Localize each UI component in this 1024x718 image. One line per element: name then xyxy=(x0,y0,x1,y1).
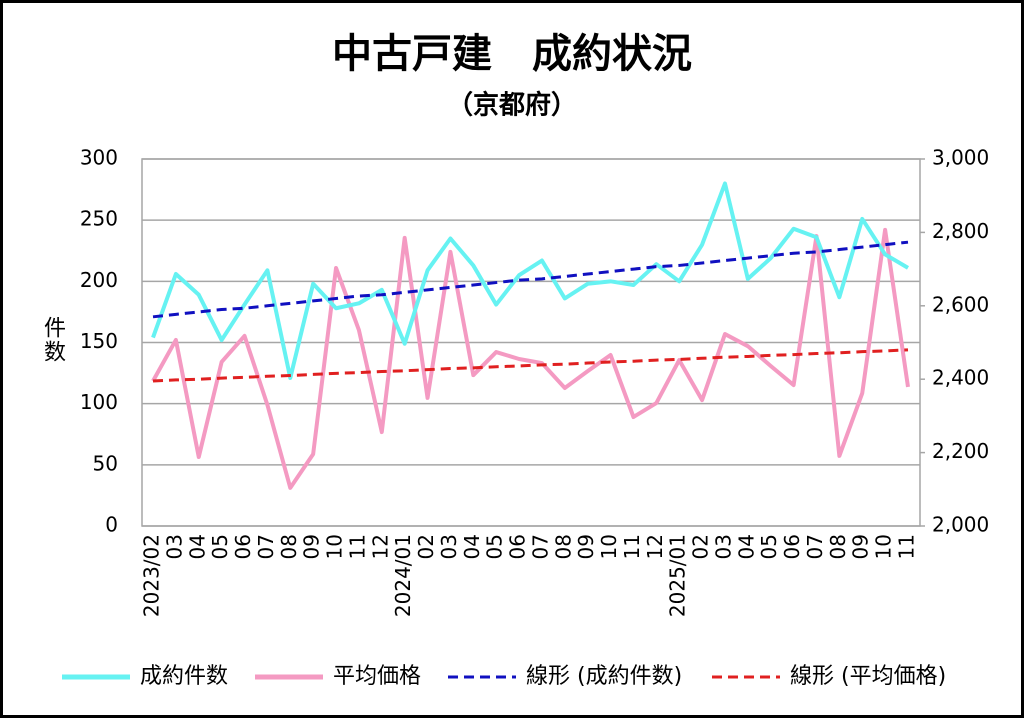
legend-label: 線形 (平均価格) xyxy=(790,664,946,689)
x-tick-label: 05 xyxy=(208,534,232,559)
x-tick-label: 10 xyxy=(872,534,896,559)
x-tick-label: 09 xyxy=(300,534,324,559)
x-tick-label: 07 xyxy=(254,534,278,559)
x-tick-label: 09 xyxy=(574,534,598,559)
x-tick-label: 06 xyxy=(506,534,530,559)
legend-label: 平均価格 xyxy=(333,664,421,689)
plot-border xyxy=(141,158,921,527)
y-tick-label: 150 xyxy=(80,329,118,353)
x-tick-label: 05 xyxy=(483,534,507,559)
x-tick-label: 03 xyxy=(162,534,186,559)
x-tick-label: 02 xyxy=(414,534,438,559)
x-tick-label: 08 xyxy=(277,534,301,559)
trend-line xyxy=(152,348,909,383)
x-tick-label: 2023/02 xyxy=(140,534,164,617)
x-tick-label: 08 xyxy=(826,534,850,559)
x-tick-label: 03 xyxy=(711,534,735,559)
legend-label: 線形 (成約件数) xyxy=(526,664,682,689)
x-tick-label: 11 xyxy=(895,534,919,559)
trend-line xyxy=(152,240,909,319)
x-tick-label: 11 xyxy=(345,534,369,559)
x-tick-label: 03 xyxy=(437,534,461,559)
y2-tick-label: 2,800 xyxy=(932,219,989,243)
x-tick-label: 2024/01 xyxy=(391,534,415,617)
y-tick-label: 50 xyxy=(93,451,118,475)
x-tick-label: 05 xyxy=(757,534,781,559)
series-line xyxy=(151,181,910,380)
y2-tick-label: 3,000 xyxy=(932,146,989,170)
x-tick-label: 12 xyxy=(643,534,667,559)
x-tick-label: 07 xyxy=(528,534,552,559)
y-axis-label: 件数 xyxy=(40,316,66,364)
y2-tick-label: 2,400 xyxy=(932,366,989,390)
chart-subtitle: （京都府） xyxy=(447,90,577,121)
x-tick-label: 06 xyxy=(780,534,804,559)
x-tick-label: 07 xyxy=(803,534,827,559)
x-tick-label: 02 xyxy=(689,534,713,559)
x-tick-label: 04 xyxy=(185,534,209,559)
x-tick-label: 12 xyxy=(368,534,392,559)
x-tick-label: 11 xyxy=(620,534,644,559)
x-tick-label: 10 xyxy=(597,534,621,559)
y2-tick-label: 2,600 xyxy=(932,292,989,316)
y2-tick-label: 2,000 xyxy=(932,513,989,537)
x-tick-label: 10 xyxy=(323,534,347,559)
x-tick-label: 08 xyxy=(551,534,575,559)
y-tick-label: 100 xyxy=(80,390,118,414)
x-tick-label: 06 xyxy=(231,534,255,559)
chart-title: 中古戸建 成約状況 xyxy=(332,31,692,77)
legend-label: 成約件数 xyxy=(140,664,228,689)
y-tick-label: 300 xyxy=(80,146,118,170)
x-tick-label: 04 xyxy=(734,534,758,559)
y-tick-label: 0 xyxy=(105,513,118,537)
series-line xyxy=(151,227,910,490)
y-tick-label: 200 xyxy=(80,268,118,292)
x-tick-label: 04 xyxy=(460,534,484,559)
y-tick-label: 250 xyxy=(80,207,118,231)
x-tick-label: 09 xyxy=(849,534,873,559)
y2-tick-label: 2,200 xyxy=(932,439,989,463)
x-tick-label: 2025/01 xyxy=(666,534,690,617)
